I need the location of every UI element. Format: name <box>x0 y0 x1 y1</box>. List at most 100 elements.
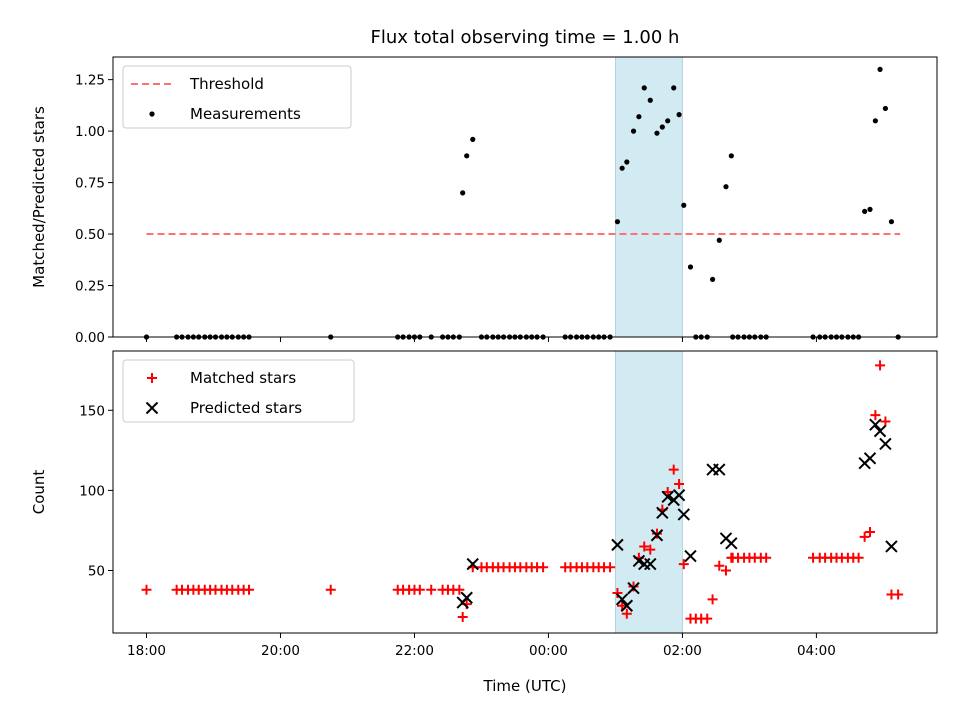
data-point <box>466 557 479 571</box>
series-matched-stars <box>141 360 904 624</box>
data-point <box>619 165 625 171</box>
data-point <box>875 360 886 371</box>
data-point <box>859 531 870 542</box>
legend-box <box>122 65 352 129</box>
x-tick-label: 00:00 <box>529 643 568 659</box>
data-point <box>621 608 632 619</box>
data-point <box>893 589 904 600</box>
data-point <box>426 584 437 595</box>
data-point <box>611 538 624 552</box>
legend-swatch <box>145 401 159 415</box>
y-axis-label: Count <box>30 470 48 515</box>
data-point <box>687 264 694 270</box>
data-point <box>615 593 629 606</box>
data-point <box>645 544 656 555</box>
x-tick-label: 22:00 <box>395 643 434 659</box>
data-point <box>641 85 647 91</box>
legend-swatch <box>147 373 157 383</box>
y-tick-label: 0.25 <box>75 279 105 295</box>
x-tick-label: 20:00 <box>261 643 300 659</box>
data-point <box>676 112 682 118</box>
data-point <box>867 206 873 212</box>
data-point <box>725 537 738 550</box>
data-point <box>656 506 669 520</box>
data-point <box>654 130 660 136</box>
data-point <box>677 508 690 521</box>
data-point <box>882 105 889 112</box>
plot-frame <box>112 56 938 338</box>
data-point <box>862 208 868 215</box>
chart-title: Flux total observing time = 1.00 h <box>371 27 680 48</box>
data-point <box>454 584 465 595</box>
data-point <box>668 464 679 475</box>
data-point <box>627 581 640 595</box>
data-point <box>470 136 476 142</box>
data-point <box>853 552 864 563</box>
data-point <box>639 541 650 552</box>
data-point <box>728 153 734 159</box>
data-point <box>671 85 677 91</box>
data-point <box>672 488 686 502</box>
data-point <box>614 219 621 225</box>
data-point <box>647 97 653 103</box>
count-legend: Matched stars Predicted stars <box>122 359 355 423</box>
data-point <box>707 594 718 605</box>
data-point <box>605 562 616 573</box>
data-point <box>630 128 637 134</box>
data-point <box>538 562 549 573</box>
data-point <box>651 528 662 539</box>
data-point <box>659 124 665 130</box>
data-point <box>880 416 891 427</box>
data-point <box>628 581 639 592</box>
plot-frame <box>112 350 938 634</box>
data-point <box>885 540 898 553</box>
data-point <box>325 584 336 595</box>
data-point <box>870 410 881 421</box>
data-point <box>661 490 674 504</box>
data-point <box>650 529 664 542</box>
data-point <box>723 184 729 190</box>
data-point <box>464 153 470 159</box>
ratio-legend: Threshold Measurements <box>122 65 352 129</box>
data-point <box>713 463 726 476</box>
data-point <box>873 424 887 438</box>
y-tick-label: 150 <box>79 403 105 419</box>
x-tick-label: 18:00 <box>127 643 166 659</box>
y-tick-label: 100 <box>79 483 105 499</box>
data-point <box>674 478 685 489</box>
data-point <box>665 118 671 124</box>
count-panel: 18:00 20:00 22:00 00:00 02:00 04:00 50 100 150 Co… <box>30 350 938 659</box>
y-tick-label: 0.75 <box>75 176 105 192</box>
y-tick-label: 50 <box>88 564 105 580</box>
data-point <box>612 587 623 598</box>
y-tick-label: 1.25 <box>75 73 105 89</box>
data-point <box>865 527 876 538</box>
data-point <box>877 66 883 72</box>
y-tick-label: 0.00 <box>75 330 105 346</box>
data-point <box>624 159 630 165</box>
legend-label: Measurements <box>190 105 301 123</box>
y-axis-label: Matched/Predicted stars <box>30 106 48 288</box>
data-point <box>684 549 697 563</box>
legend-box <box>122 359 355 423</box>
legend-label: Matched stars <box>190 369 296 387</box>
data-point <box>716 237 722 243</box>
series-predicted-stars <box>456 418 898 612</box>
data-point <box>636 114 642 120</box>
observing-window-span <box>615 56 683 338</box>
data-point <box>414 584 425 595</box>
legend-label: Predicted stars <box>190 399 302 417</box>
data-point <box>620 599 634 612</box>
data-point <box>457 611 468 622</box>
data-point <box>709 276 716 282</box>
data-point <box>141 584 152 595</box>
data-point <box>681 202 687 208</box>
data-point <box>863 452 877 465</box>
data-point <box>761 552 772 563</box>
x-tick-label: 04:00 <box>797 643 836 659</box>
data-point <box>644 557 657 571</box>
data-point <box>460 591 473 604</box>
data-point <box>243 584 254 595</box>
data-point <box>888 219 895 225</box>
